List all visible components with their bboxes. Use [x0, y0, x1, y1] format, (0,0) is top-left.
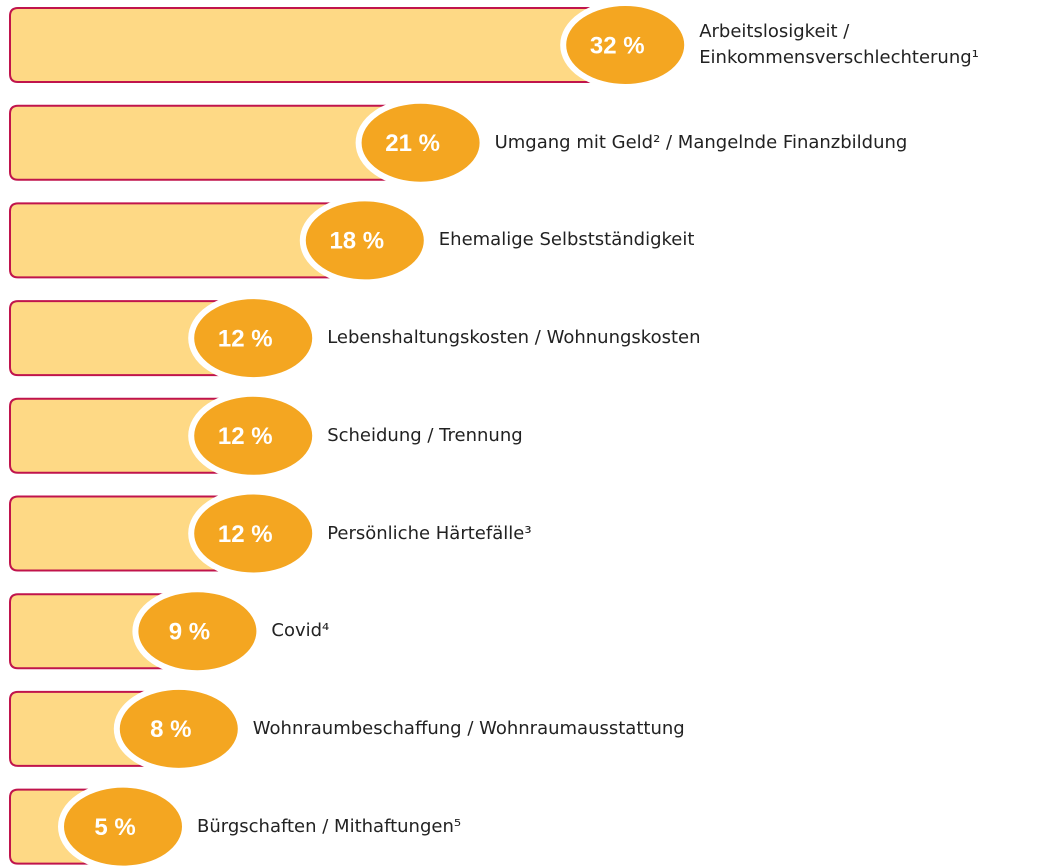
category-label: Umgang mit Geld² / Mangelnde Finanzbildu… [494, 131, 908, 153]
value-badge [299, 195, 430, 286]
category-label: Lebenshaltungskosten / Wohnungskosten [327, 327, 701, 349]
value-badge [188, 390, 319, 481]
bar [9, 202, 345, 279]
category-label: Scheidung / Trennung [327, 424, 523, 446]
value-label: 12 % [218, 325, 273, 352]
category-label: Covid⁴ [271, 620, 330, 642]
bar [9, 7, 606, 83]
value-badge [132, 586, 263, 677]
category-label: Ehemalige Selbstständigkeit [438, 229, 695, 251]
value-label: 12 % [218, 521, 273, 548]
value-label: 12 % [218, 423, 273, 450]
value-badge [355, 97, 486, 188]
value-label: 18 % [329, 228, 384, 255]
value-label: 9 % [169, 619, 210, 646]
value-label: 5 % [94, 814, 135, 841]
category-label: Arbeitslosigkeit / Einkommensverschlecht… [699, 21, 979, 68]
value-label: 8 % [150, 716, 191, 743]
category-label: Persönliche Härtefälle³ [327, 522, 532, 544]
bar [9, 397, 234, 474]
bar [9, 104, 401, 181]
bar [9, 300, 234, 377]
value-badge [113, 683, 244, 774]
category-label: Bürgschaften / Mithaftungen⁵ [197, 815, 462, 837]
value-label: 21 % [385, 130, 440, 157]
bar [9, 593, 178, 670]
bar [9, 495, 234, 572]
value-badge [58, 781, 188, 866]
value-badge [188, 488, 319, 579]
value-badge [188, 293, 319, 384]
category-label: Wohnraumbeschaffung / Wohnraumausstattun… [252, 717, 685, 739]
value-label: 32 % [590, 32, 645, 59]
value-badge [560, 0, 691, 90]
